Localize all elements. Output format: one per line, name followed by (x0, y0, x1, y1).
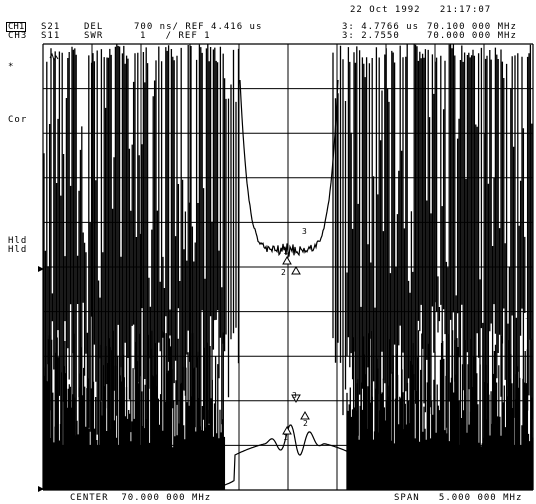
ch1-marker-frequency: 70.100 000 MHz (427, 22, 517, 32)
left-edge-spikes (225, 48, 240, 398)
center-frequency: CENTER 70.000 000 MHz (70, 493, 212, 503)
ch3-parameter: S11 (41, 31, 61, 41)
marker-1-lower-icon[interactable] (282, 425, 292, 435)
lower-marker-3-label: 3 (292, 391, 297, 400)
ref-indicator-upper-icon (38, 266, 44, 272)
ch3-scale: 1 / REF 1 (140, 31, 211, 41)
right-noise-trace (346, 44, 533, 487)
ref-indicator-lower-icon (38, 486, 44, 492)
right-edge-spikes (332, 45, 347, 416)
ch3-marker-frequency: 70.000 000 MHz (427, 31, 517, 41)
correction-annotation: Cor (8, 115, 28, 125)
right-noise-fill-trace (346, 330, 534, 490)
ch3-marker-value: 3: 2.7550 (342, 31, 400, 41)
upper-marker-3-label: 3 (302, 227, 307, 236)
lower-marker-1-label: 1 (283, 433, 288, 442)
ch1-format: DEL (84, 22, 104, 32)
upper-marker-1-label: 1 (283, 247, 288, 256)
ch1-marker-value: 3: 4.7766 us (342, 22, 420, 32)
hold-annotation-1: Hld (8, 236, 28, 246)
upper-marker-2-label: 2 (281, 268, 286, 277)
span-frequency: SPAN 5.000 000 MHz (394, 493, 523, 503)
ch3-indicator[interactable]: CH3 (8, 31, 28, 41)
hold-annotation-2: Hld (8, 245, 28, 255)
marker-2-upper-icon[interactable] (291, 265, 301, 275)
marker-2-lower-icon[interactable] (300, 410, 310, 420)
ch3-format: SWR (84, 31, 104, 41)
ch1-indicator[interactable]: CH1 (6, 22, 27, 32)
ch1-scale: 700 ns/ REF 4.416 us (134, 22, 263, 32)
datetime: 22 Oct 1992 21:17:07 (350, 5, 492, 15)
delay-trace (239, 79, 339, 257)
left-noise-fill-trace (43, 330, 226, 490)
star-annotation: * (8, 62, 15, 72)
lower-marker-2-label: 2 (303, 419, 308, 428)
swr-trace (209, 424, 361, 490)
squiggle-icon (49, 52, 59, 62)
markers (282, 255, 310, 435)
traces (43, 44, 534, 490)
marker-3-lower-icon[interactable] (291, 394, 301, 404)
marker-1-upper-icon[interactable] (282, 255, 292, 265)
ch1-parameter: S21 (41, 22, 61, 32)
